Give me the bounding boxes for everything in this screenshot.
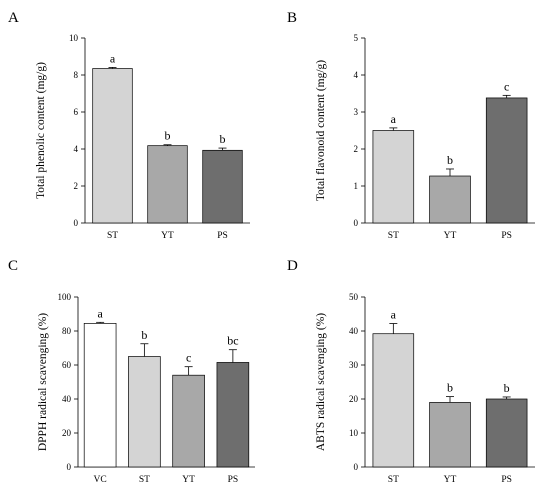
bar-c-st — [128, 356, 161, 468]
significance-letter-d-yt: b — [447, 381, 453, 395]
significance-letter-c-ps: bc — [227, 334, 238, 348]
panel-c: C 0 20 40 60 80 100 DPPH radical scavenging (%)… — [8, 258, 255, 485]
significance-letter-a-st: a — [110, 51, 116, 65]
x-tick-label-a-ps: PS — [217, 231, 228, 241]
significance-letter-a-yt: b — [165, 129, 171, 143]
y-tick-label-b: 5 — [354, 33, 359, 43]
x-tick-label-c-ps: PS — [228, 475, 239, 485]
panel-d: D 0 10 20 30 40 50 ABTS radical scavenging (%) a… — [287, 258, 535, 485]
bar-a-st — [92, 68, 133, 224]
y-tick-label-b: 2 — [354, 144, 359, 154]
y-tick-label-a: 6 — [74, 107, 79, 117]
bar-a-ps — [202, 149, 243, 224]
significance-letter-d-ps: b — [504, 381, 510, 395]
y-axis-title-c: DPPH radical scavenging (%) — [37, 313, 49, 451]
y-tick-label-d: 30 — [349, 360, 359, 370]
significance-letter-a-ps: b — [220, 132, 226, 146]
x-tick-label-c-vc: VC — [94, 475, 107, 485]
y-tick-label-a: 4 — [74, 144, 79, 154]
y-tick-label-a: 10 — [69, 33, 79, 43]
y-tick-label-c: 40 — [62, 394, 72, 404]
bar-d-ps — [485, 398, 528, 468]
panel-letter-a: A — [8, 10, 19, 26]
y-tick-label-d: 40 — [349, 326, 359, 336]
y-tick-label-a: 2 — [74, 181, 79, 191]
x-tick-label-a-st: ST — [107, 231, 118, 241]
x-tick-label-b-ps: PS — [501, 231, 512, 241]
bar-b-ps — [485, 97, 528, 224]
y-tick-label-c: 0 — [67, 462, 72, 472]
x-tick-label-d-st: ST — [388, 475, 399, 485]
y-tick-label-c: 100 — [58, 292, 72, 302]
x-tick-label-d-yt: YT — [444, 475, 457, 485]
x-tick-label-c-st: ST — [139, 475, 150, 485]
y-tick-label-d: 20 — [349, 394, 359, 404]
bar-a-yt — [147, 145, 188, 224]
bar-d-st — [372, 333, 415, 468]
y-axis-title-d: ABTS radical scavenging (%) — [315, 313, 327, 451]
y-tick-label-b: 4 — [354, 70, 359, 80]
y-tick-label-c: 80 — [62, 326, 72, 336]
y-axis-title-a: Total phenolic content (mg/g) — [35, 62, 47, 199]
bar-b-st — [372, 130, 415, 224]
y-tick-label-a: 0 — [74, 218, 79, 228]
significance-letter-b-yt: b — [447, 153, 453, 167]
y-tick-label-d: 50 — [349, 292, 359, 302]
significance-letter-c-st: b — [141, 328, 147, 342]
bar-c-yt — [172, 374, 205, 468]
significance-letter-d-st: a — [391, 308, 397, 322]
y-tick-label-a: 8 — [74, 70, 79, 80]
x-tick-label-d-ps: PS — [501, 475, 512, 485]
panel-letter-c: C — [8, 258, 18, 274]
y-tick-label-d: 10 — [349, 428, 359, 438]
significance-letter-b-ps: c — [504, 79, 509, 93]
bar-c-ps — [216, 362, 250, 468]
significance-letter-c-vc: a — [97, 306, 103, 320]
x-tick-label-b-yt: YT — [444, 231, 457, 241]
x-tick-label-c-yt: YT — [182, 475, 195, 485]
panel-letter-b: B — [287, 10, 297, 26]
y-tick-label-b: 1 — [354, 181, 359, 191]
y-tick-label-c: 20 — [62, 428, 72, 438]
panel-b: B 0 1 2 3 4 5 Total flavonoid content (mg/g) a ST… — [287, 10, 535, 241]
y-axis-title-b: Total flavonoid content (mg/g) — [315, 60, 327, 201]
bar-b-yt — [429, 175, 471, 224]
bar-c-vc — [83, 323, 117, 468]
panel-letter-d: D — [287, 258, 298, 274]
y-tick-label-b: 3 — [354, 107, 359, 117]
significance-letter-c-yt: c — [186, 351, 191, 365]
x-tick-label-b-st: ST — [388, 231, 399, 241]
y-tick-label-c: 60 — [62, 360, 72, 370]
y-tick-label-b: 0 — [354, 218, 359, 228]
panel-a: A 0 2 4 6 8 10 Total phenolic content (mg/g) a ST… — [8, 10, 250, 241]
x-tick-label-a-yt: YT — [161, 231, 174, 241]
y-tick-label-d: 0 — [354, 462, 359, 472]
bar-d-yt — [429, 402, 471, 468]
significance-letter-b-st: a — [391, 112, 397, 126]
